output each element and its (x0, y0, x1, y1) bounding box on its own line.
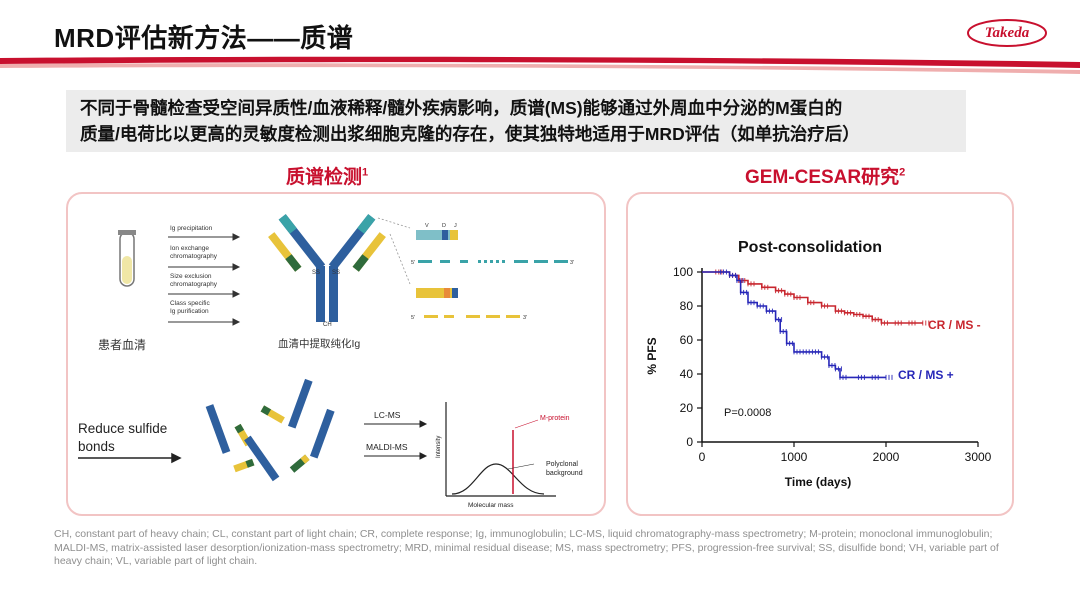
chart-title: Post-consolidation (738, 239, 882, 256)
mass-spec-panel: Ig precipitation Ion exchange chromatogr… (66, 192, 606, 516)
right-section-title-text: GEM-CESAR研究 (745, 167, 900, 188)
step-class-specific: Class specific (170, 300, 210, 307)
km-chart: Post-consolidation Time (days) % PFS P=0… (645, 239, 992, 489)
right-section-sup: 2 (899, 166, 906, 179)
footnote-line-3: heavy chain; VL, variable part of light … (54, 555, 258, 567)
reduce-sulfide-label: Reduce sulfide (78, 421, 167, 436)
series-label-ms-neg: CR / MS - (928, 318, 981, 332)
seq-5-label-1: 5' (411, 260, 415, 266)
page-title: MRD评估新方法——质谱 (54, 23, 354, 53)
gem-cesar-panel: Post-consolidation Time (days) % PFS P=0… (626, 192, 1014, 516)
ss-label-1: SS (312, 270, 320, 276)
left-section-title-text: 质谱检测 (286, 167, 363, 188)
series-label-ms-pos: CR / MS + (898, 368, 954, 382)
vh-sequence (416, 230, 568, 263)
connector-lines (377, 217, 411, 285)
patient-serum-label: 患者血清 (98, 338, 146, 352)
ch-label: CH (323, 322, 332, 328)
x-tick-label: 1000 (781, 450, 808, 464)
maldi-ms-label: MALDI-MS (366, 442, 408, 452)
x-tick-label: 0 (699, 450, 706, 464)
y-tick-label: 60 (680, 333, 694, 347)
x-tick-label: 2000 (873, 450, 900, 464)
antibody-icon (268, 214, 386, 322)
logo-text: Takeda (984, 25, 1030, 41)
x-tick-label: 3000 (965, 450, 992, 464)
purification-arrows (168, 233, 241, 326)
left-section-sup: 1 (362, 166, 369, 179)
step-ion-exchange-2: chromatography (170, 253, 218, 260)
step-ion-exchange: Ion exchange (170, 245, 209, 252)
purified-ig-label: 血清中提取纯化Ig (278, 337, 360, 350)
logo-oval-icon (967, 19, 1047, 47)
seq-j-label: J (454, 223, 457, 229)
seq-3-label-2: 3' (523, 315, 527, 321)
right-section-title: GEM-CESAR研究2 (745, 162, 905, 189)
mass-spectrum-plot (445, 402, 556, 497)
polyclonal-label-2: background (546, 470, 583, 477)
takeda-logo: Takeda (966, 18, 1048, 48)
reduced-chains (205, 378, 335, 482)
ms-arrows (364, 420, 428, 460)
intensity-label: Intensity (436, 436, 442, 458)
seq-d-label: D (442, 223, 446, 229)
header-swoosh (0, 56, 1080, 74)
vl-sequence (416, 288, 520, 318)
summary-box: 不同于骨髓检查受空间异质性/血液稀释/髓外疾病影响，质谱(MS)能够通过外周血中… (66, 90, 966, 152)
ss-label-2: SS (332, 270, 340, 276)
test-tube-icon (118, 230, 136, 287)
y-tick-label: 0 (686, 435, 693, 449)
step-size-exclusion: Size exclusion (170, 273, 212, 280)
reduce-arrow (78, 452, 182, 464)
y-tick-label: 20 (680, 401, 694, 415)
km-curve-series-1 (702, 271, 886, 379)
x-axis-label: Time (days) (785, 475, 851, 489)
footnote-line-2: MALDI-MS, matrix-assisted laser desorpti… (54, 541, 999, 554)
reduce-sulfide-label-2: bonds (78, 439, 115, 454)
step-ig-precipitation: Ig precipitation (170, 225, 213, 232)
seq-5-label-2: 5' (411, 315, 415, 321)
y-axis-label: % PFS (645, 337, 659, 374)
km-curve-series-0 (702, 271, 923, 324)
y-tick-label: 100 (673, 265, 693, 279)
footnote-line-1: CH, constant part of heavy chain; CL, co… (54, 528, 993, 540)
seq-v-label: V (425, 223, 429, 229)
step-size-exclusion-2: chromatography (170, 281, 218, 288)
seq-3-label-1: 3' (570, 260, 574, 266)
y-tick-label: 80 (680, 299, 694, 313)
summary-line-1: 不同于骨髓检查受空间异质性/血液稀释/髓外疾病影响，质谱(MS)能够通过外周血中… (80, 98, 843, 118)
lc-ms-label: LC-MS (374, 410, 401, 420)
m-protein-label: M-protein (540, 415, 570, 422)
y-tick-label: 40 (680, 367, 694, 381)
polyclonal-label: Polyclonal (546, 461, 578, 468)
summary-line-2: 质量/电荷比以更高的灵敏度检测出浆细胞克隆的存在，使其独特地适用于MRD评估（如… (80, 124, 860, 144)
mass-spec-diagram: Ig precipitation Ion exchange chromatogr… (78, 214, 583, 509)
step-class-specific-2: Ig purification (170, 308, 209, 315)
footnote: CH, constant part of heavy chain; CL, co… (54, 528, 1054, 569)
left-section-title: 质谱检测1 (286, 162, 368, 189)
p-value-annotation: P=0.0008 (724, 407, 771, 419)
molecular-mass-label: Molecular mass (468, 502, 514, 509)
